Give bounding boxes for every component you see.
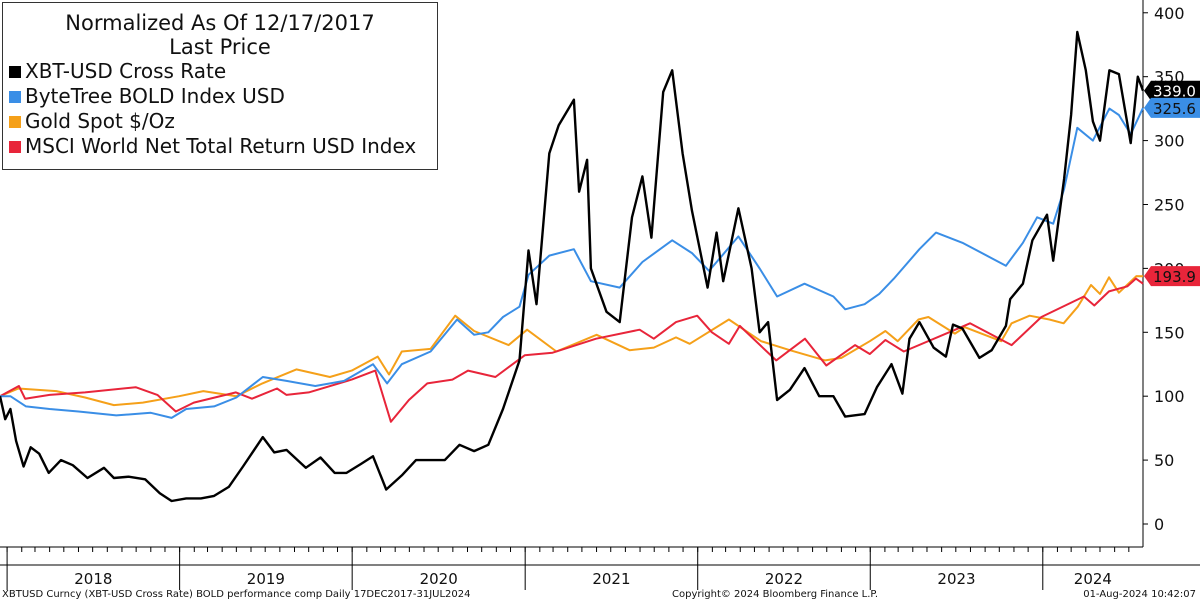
x-tick-label: 2024 [1074,570,1112,588]
axes [0,0,1200,566]
badge-shape [1144,80,1200,101]
y-tick-label: 100 [1154,387,1185,406]
legend: Normalized As Of 12/17/2017 Last Price X… [2,2,438,170]
x-tick-label: 2018 [74,570,112,588]
chart-subtitle: Last Price [169,35,271,59]
legend-item-xbt: XBT-USD Cross Rate [3,59,437,84]
series-line-msci [0,277,1144,423]
last-value-badge-msci: 193.9 [1144,266,1200,287]
legend-label-gold: Gold Spot $/Oz [25,109,175,133]
legend-label-bold: ByteTree BOLD Index USD [25,84,285,108]
x-tick-label: 2023 [937,570,975,588]
legend-item-gold: Gold Spot $/Oz [3,109,437,134]
series-line-gold [0,275,1144,407]
y-tick-label: 250 [1154,195,1185,214]
legend-item-msci: MSCI World Net Total Return USD Index [3,134,437,159]
y-tick-label: 150 [1154,323,1185,342]
footer-timestamp: 01-Aug-2024 10:42:07 [1083,589,1196,600]
legend-swatch-msci [9,140,21,153]
chart-title: Normalized As Of 12/17/2017 [65,11,375,35]
badge-shape [1144,266,1200,287]
series-line-bold [0,107,1144,419]
legend-label-xbt: XBT-USD Cross Rate [25,59,227,83]
x-tick-label: 2020 [420,570,458,588]
legend-label-msci: MSCI World Net Total Return USD Index [25,134,417,158]
badge-label: 193.9 [1153,268,1196,286]
y-tick-label: 0 [1154,515,1164,534]
axis-ticks: 2018201920202021202220232024050100150200… [6,4,1185,590]
badge-shape [1144,97,1200,118]
x-tick-label: 2019 [247,570,285,588]
footer-copyright: Copyright© 2024 Bloomberg Finance L.P. [672,589,879,600]
badge-label: 325.6 [1153,100,1196,118]
series-line-xbt [0,30,1145,503]
footer-source: XBTUSD Curncy (XBT-USD Cross Rate) BOLD … [2,589,471,600]
y-tick-label: 300 [1154,132,1185,151]
y-tick-label: 400 [1154,4,1185,23]
x-tick-label: 2021 [592,570,630,588]
legend-swatch-gold [9,115,21,128]
series-lines [0,30,1145,503]
legend-swatch-xbt [9,65,21,78]
x-tick-label: 2022 [765,570,803,588]
badge-label: 339.0 [1153,83,1196,101]
last-value-badge-bold: 325.6 [1144,97,1200,118]
legend-item-bold: ByteTree BOLD Index USD [3,84,437,109]
legend-swatch-bold [9,90,21,103]
y-tick-label: 50 [1154,451,1174,470]
last-value-badge-xbt: 339.0 [1144,80,1200,101]
